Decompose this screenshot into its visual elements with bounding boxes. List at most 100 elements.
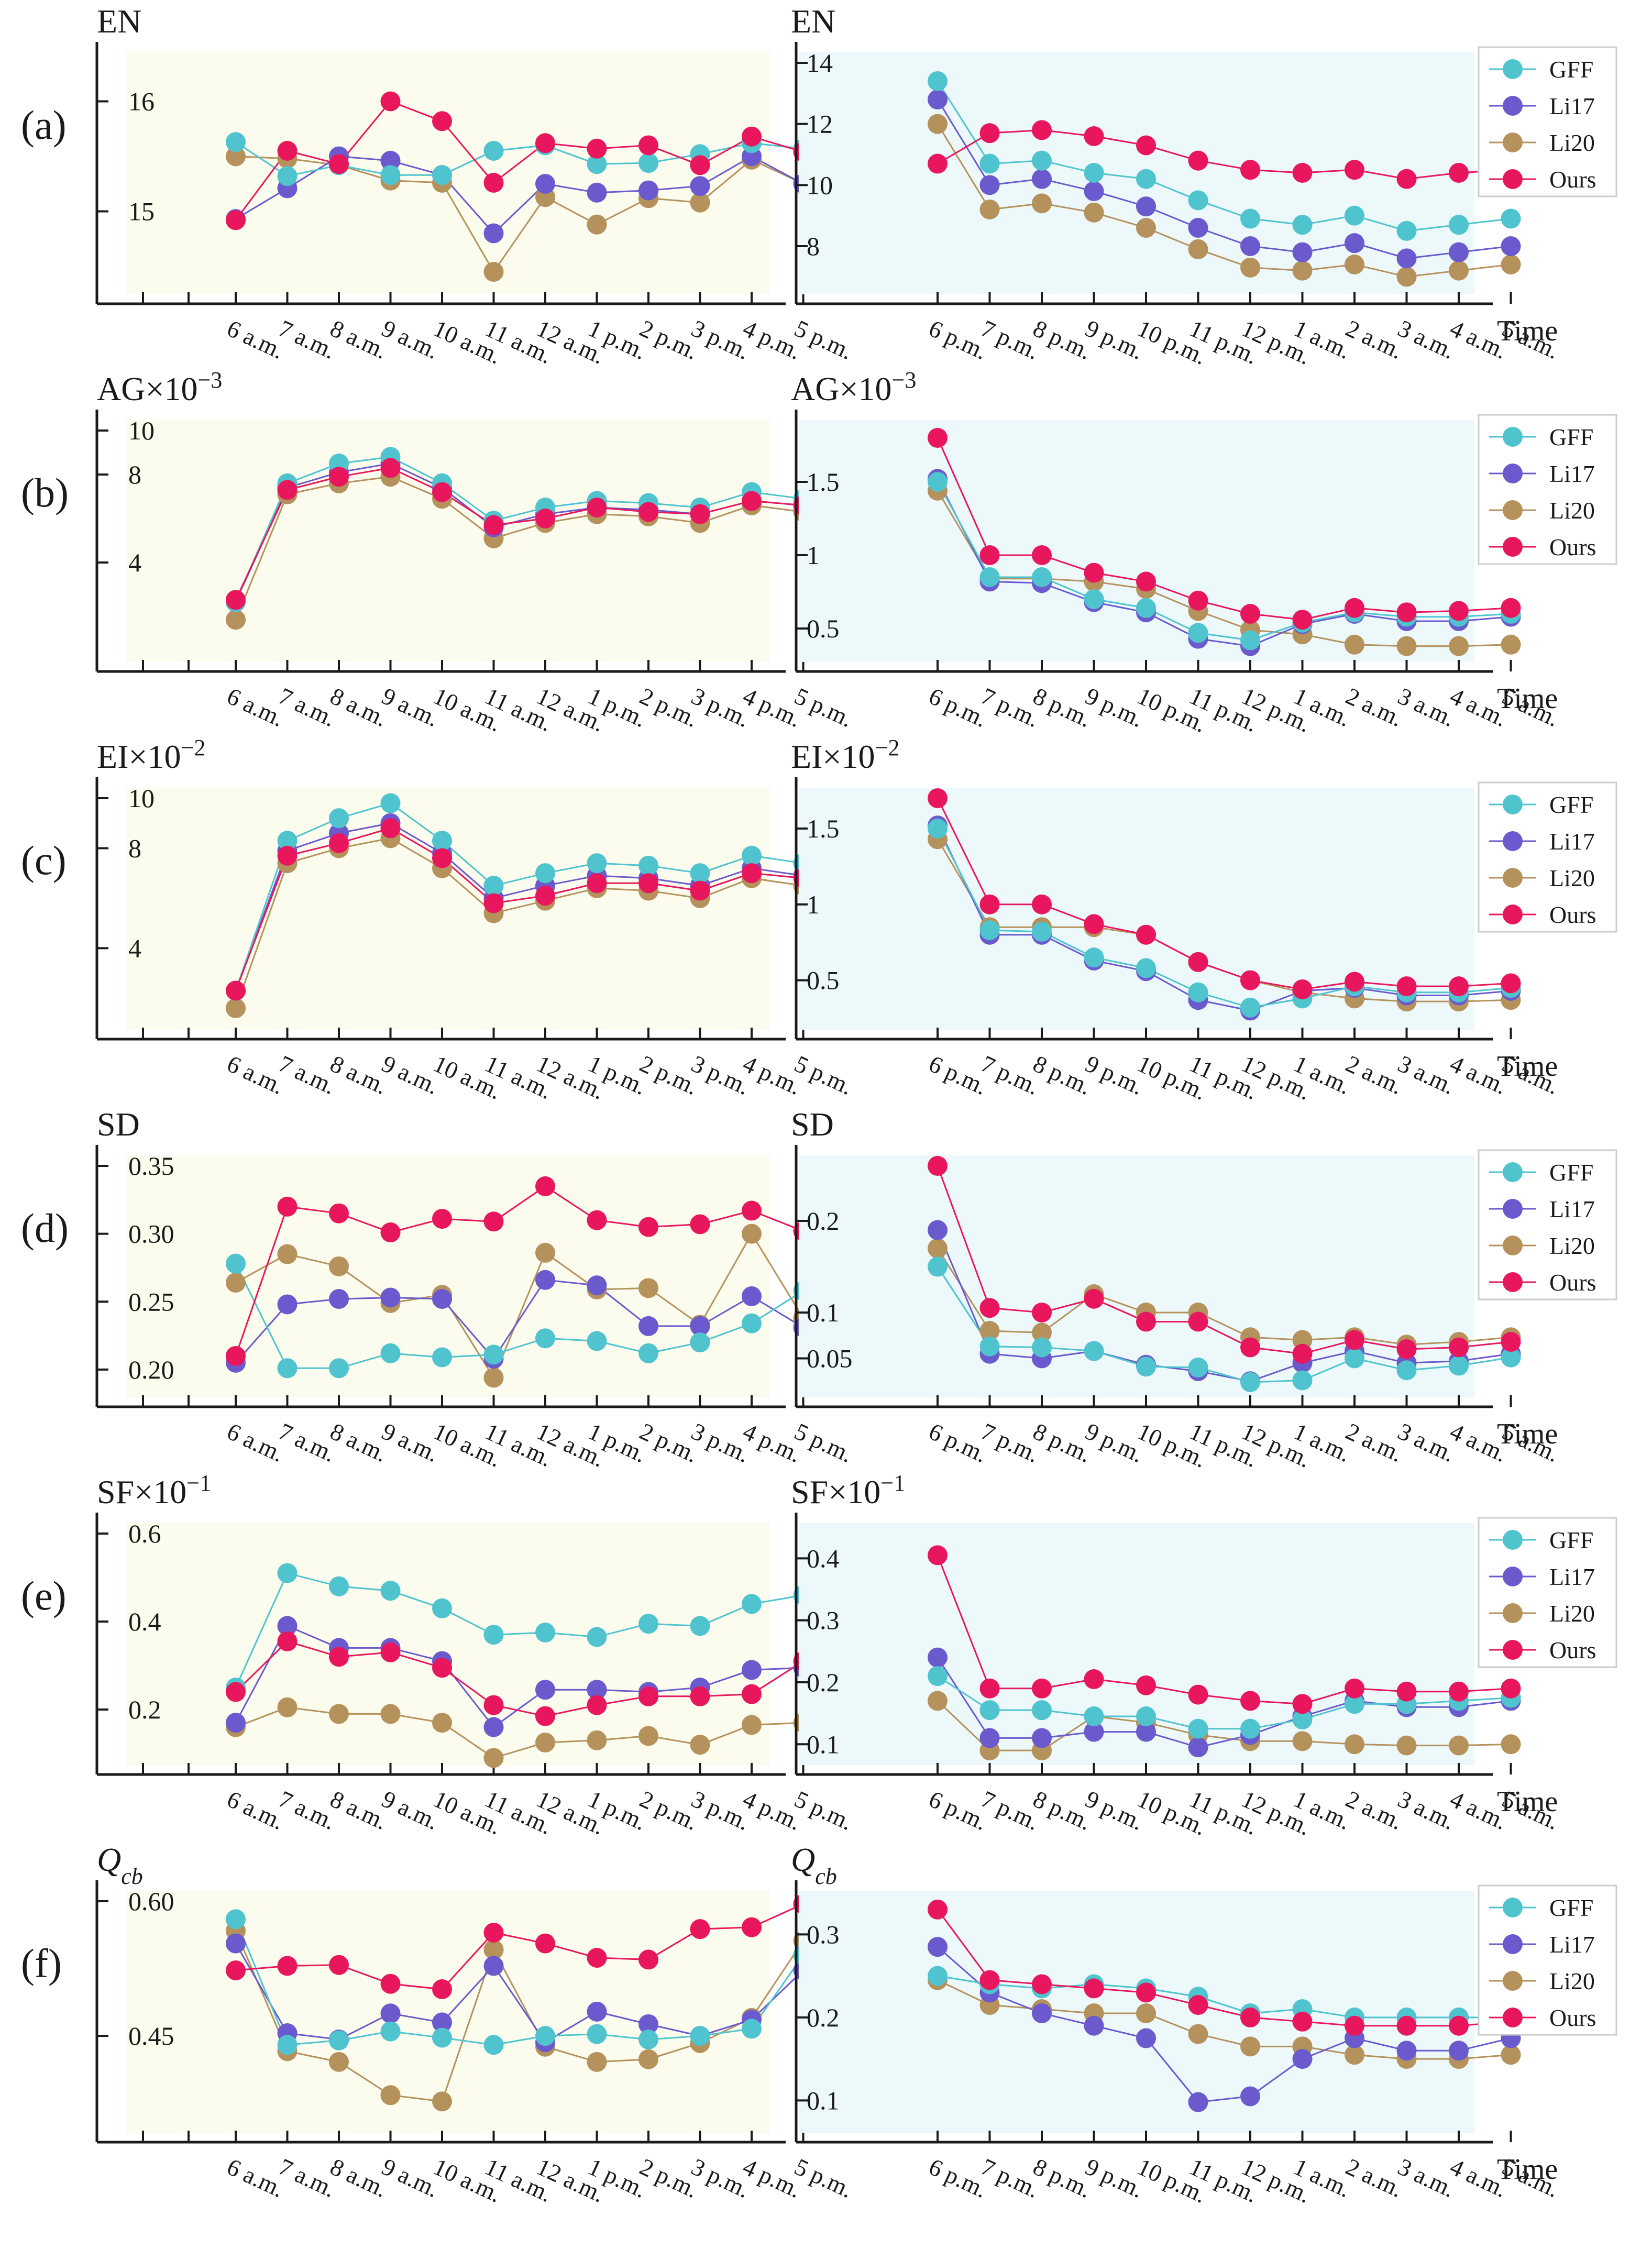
data-point-ours bbox=[483, 515, 504, 535]
time-axis-label: Time bbox=[1497, 682, 1558, 715]
data-point-ours bbox=[329, 1955, 349, 1975]
data-point-gff bbox=[690, 1616, 710, 1636]
data-point-ours bbox=[979, 1678, 1000, 1699]
data-point-ours bbox=[638, 135, 658, 156]
data-point-gff bbox=[1032, 1337, 1052, 1358]
data-point-ours bbox=[329, 1203, 349, 1223]
data-point-li17 bbox=[1084, 181, 1104, 201]
data-point-li20 bbox=[1240, 2036, 1260, 2057]
data-point-li20 bbox=[1449, 1735, 1469, 1756]
data-point-ours bbox=[979, 1298, 1000, 1318]
data-point-ours bbox=[535, 1176, 555, 1196]
data-point-li20 bbox=[979, 1321, 1000, 1341]
metric-name: SD bbox=[791, 1106, 834, 1143]
data-point-gff bbox=[432, 1598, 452, 1618]
data-point-li17 bbox=[587, 1275, 607, 1296]
legend-label-li20: Li20 bbox=[1549, 865, 1595, 891]
data-point-li17 bbox=[928, 1937, 948, 1957]
data-point-li20 bbox=[1345, 255, 1364, 274]
data-point-gff bbox=[1032, 567, 1052, 587]
data-point-ours bbox=[1345, 598, 1364, 618]
data-point-gff bbox=[690, 863, 710, 884]
data-point-ours bbox=[535, 886, 555, 906]
panel-label: (c) bbox=[21, 837, 67, 883]
metric-name: AG×10 bbox=[791, 370, 892, 407]
data-point-ours bbox=[1032, 1303, 1052, 1322]
legend-marker-ours bbox=[1503, 905, 1523, 924]
data-point-ours bbox=[1396, 1339, 1417, 1359]
data-point-ours bbox=[1084, 1669, 1104, 1690]
legend-marker-li20 bbox=[1503, 1971, 1523, 1991]
data-point-li20 bbox=[1345, 634, 1364, 655]
legend-box bbox=[1478, 1149, 1617, 1300]
data-point-ours bbox=[1084, 1288, 1104, 1309]
legend-label-ours: Ours bbox=[1549, 901, 1596, 928]
legend-marker-li17 bbox=[1503, 831, 1523, 851]
data-point-li17 bbox=[1188, 2092, 1208, 2112]
data-point-ours bbox=[1240, 970, 1260, 990]
legend-box bbox=[1478, 1884, 1617, 2036]
y-tick-label: 0.6 bbox=[128, 1519, 161, 1548]
data-point-ours bbox=[1449, 1337, 1469, 1358]
legend-label-ours: Ours bbox=[1549, 534, 1596, 560]
data-point-ours bbox=[1396, 169, 1417, 189]
data-point-li20 bbox=[483, 262, 504, 282]
time-axis-label: Time bbox=[1497, 1050, 1558, 1083]
metric-exponent: −2 bbox=[181, 735, 206, 760]
data-point-li20 bbox=[587, 2052, 607, 2072]
data-point-gff bbox=[277, 2035, 298, 2055]
data-point-li20 bbox=[329, 1256, 349, 1276]
data-point-gff bbox=[1136, 598, 1156, 618]
data-point-ours bbox=[277, 141, 298, 161]
data-point-ours bbox=[1292, 1694, 1313, 1714]
data-point-gff bbox=[928, 1966, 948, 1986]
legend-marker-ours bbox=[1503, 1272, 1523, 1292]
data-point-ours bbox=[979, 123, 1000, 144]
data-point-ours bbox=[1188, 590, 1208, 611]
y-tick-label: 0.2 bbox=[807, 1206, 840, 1236]
data-point-li20 bbox=[1501, 2045, 1521, 2065]
data-point-ours bbox=[1188, 1995, 1208, 2015]
y-tick-label: 0.4 bbox=[128, 1607, 161, 1636]
data-point-gff bbox=[380, 1343, 401, 1363]
data-point-gff bbox=[979, 567, 1000, 587]
y-tick-label: 8 bbox=[807, 231, 820, 261]
y-tick-label: 16 bbox=[128, 87, 155, 116]
data-point-ours bbox=[1188, 150, 1208, 171]
legend-label-li20: Li20 bbox=[1549, 497, 1595, 524]
data-point-li17 bbox=[587, 1680, 607, 1700]
data-point-ours bbox=[432, 848, 452, 868]
metric-symbol: Q bbox=[791, 1841, 815, 1878]
data-point-ours bbox=[979, 1970, 1000, 1990]
data-point-ours bbox=[638, 1949, 658, 1970]
data-point-ours bbox=[979, 894, 1000, 914]
data-point-li17 bbox=[979, 1728, 1000, 1748]
legend-box bbox=[1478, 781, 1617, 933]
y-tick-label: 0.3 bbox=[807, 1606, 840, 1635]
data-point-ours bbox=[1449, 976, 1469, 997]
data-point-gff bbox=[483, 876, 504, 896]
data-point-li17 bbox=[928, 90, 948, 109]
legend-label-li17: Li17 bbox=[1549, 460, 1595, 487]
data-point-gff bbox=[638, 1343, 658, 1363]
data-point-ours bbox=[690, 880, 710, 901]
time-axis-label: Time bbox=[1497, 2153, 1558, 2186]
data-point-gff bbox=[979, 920, 1000, 940]
y-tick-label: 0.2 bbox=[128, 1695, 161, 1724]
y-tick-label: 0.5 bbox=[807, 614, 840, 643]
legend-marker-li20 bbox=[1503, 868, 1523, 888]
y-tick-label: 10 bbox=[128, 416, 155, 445]
legend-marker-gff bbox=[1503, 1898, 1523, 1917]
data-point-gff bbox=[638, 2030, 658, 2049]
data-point-li20 bbox=[690, 1735, 710, 1755]
data-point-li17 bbox=[277, 1616, 298, 1636]
metric-title: SF×10−1 bbox=[97, 1470, 211, 1511]
data-point-ours bbox=[1032, 894, 1052, 914]
data-point-li17 bbox=[1188, 218, 1208, 238]
data-point-ours bbox=[690, 504, 710, 524]
metric-name: SD bbox=[97, 1106, 140, 1143]
data-point-gff bbox=[226, 1909, 246, 1930]
data-point-li17 bbox=[1084, 2015, 1104, 2036]
metric-exponent: −3 bbox=[892, 367, 917, 393]
data-point-li20 bbox=[1396, 267, 1417, 287]
